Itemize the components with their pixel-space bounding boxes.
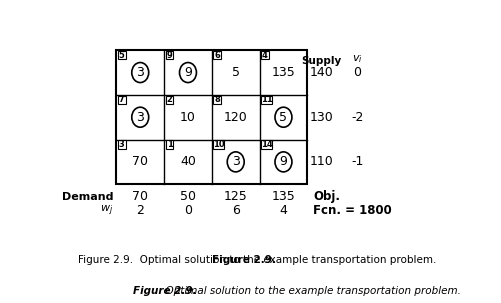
Text: Figure 2.9.  Optimal solution to the example transportation problem.: Figure 2.9. Optimal solution to the exam…: [78, 255, 435, 265]
Bar: [213, 51, 220, 59]
Text: 3: 3: [136, 66, 144, 79]
Text: $w_j$: $w_j$: [100, 203, 113, 218]
Text: 8: 8: [214, 95, 219, 105]
Text: 3: 3: [136, 111, 144, 124]
Bar: [118, 96, 125, 104]
Text: 2: 2: [136, 204, 144, 217]
Text: 140: 140: [309, 66, 332, 79]
Text: -2: -2: [351, 111, 363, 124]
Text: 3: 3: [231, 155, 239, 168]
Text: 6: 6: [214, 51, 220, 60]
Text: 0: 0: [353, 66, 361, 79]
Text: -1: -1: [351, 155, 363, 168]
Bar: [116, 50, 307, 184]
Text: 5: 5: [119, 51, 124, 60]
Text: 5: 5: [279, 111, 287, 124]
Bar: [118, 140, 125, 149]
Text: 5: 5: [231, 66, 239, 79]
Text: 10: 10: [212, 140, 224, 149]
Text: Optimal solution to the example transportation problem.: Optimal solution to the example transpor…: [158, 286, 459, 296]
Text: 10: 10: [180, 111, 195, 124]
Bar: [261, 51, 269, 59]
Text: 1: 1: [166, 140, 172, 149]
Text: 9: 9: [166, 51, 172, 60]
Text: 135: 135: [271, 66, 295, 79]
Text: 130: 130: [309, 111, 332, 124]
Text: 14: 14: [260, 140, 272, 149]
Text: $v_i$: $v_i$: [351, 53, 362, 65]
Bar: [118, 51, 125, 59]
Text: 70: 70: [132, 190, 148, 203]
Text: Supply: Supply: [301, 56, 341, 66]
Text: 120: 120: [223, 111, 247, 124]
Text: 6: 6: [231, 204, 239, 217]
Text: 50: 50: [180, 190, 195, 203]
Text: 9: 9: [279, 155, 287, 168]
Text: 4: 4: [262, 51, 268, 60]
Text: 70: 70: [132, 155, 148, 168]
Text: 11: 11: [260, 95, 272, 105]
Text: 3: 3: [119, 140, 124, 149]
Text: 0: 0: [183, 204, 191, 217]
Text: Figure 2.9.: Figure 2.9.: [133, 286, 196, 296]
Text: Fcn. = 1800: Fcn. = 1800: [313, 204, 391, 217]
Text: 2: 2: [166, 95, 172, 105]
Text: 40: 40: [180, 155, 195, 168]
Text: 125: 125: [223, 190, 247, 203]
Text: Obj.: Obj.: [313, 190, 340, 203]
Bar: [261, 140, 272, 149]
Text: Demand: Demand: [62, 191, 113, 201]
Text: 7: 7: [119, 95, 124, 105]
Bar: [213, 140, 224, 149]
Bar: [165, 51, 173, 59]
Text: 9: 9: [184, 66, 191, 79]
Bar: [261, 96, 272, 104]
Text: 110: 110: [309, 155, 332, 168]
Text: 4: 4: [279, 204, 287, 217]
Text: Figure 2.9.: Figure 2.9.: [211, 255, 275, 265]
Text: 135: 135: [271, 190, 295, 203]
Bar: [165, 140, 173, 149]
Bar: [213, 96, 220, 104]
Bar: [165, 96, 173, 104]
